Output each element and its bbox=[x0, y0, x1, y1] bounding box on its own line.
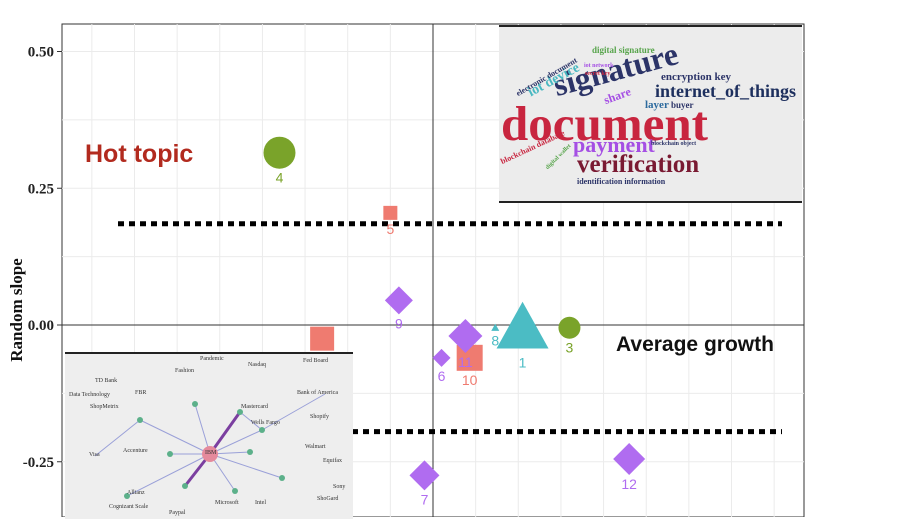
point-label: 4 bbox=[276, 170, 284, 186]
network-label: Wells Fargo bbox=[251, 420, 280, 426]
network-label: Sony bbox=[333, 484, 346, 490]
point-label: 11 bbox=[458, 354, 473, 370]
wordcloud-inset: document signature verification payment … bbox=[499, 25, 802, 203]
average-growth-annotation: Average growth bbox=[616, 333, 774, 356]
point-label: 9 bbox=[395, 315, 403, 331]
network-label: Cognizant Scale bbox=[109, 504, 149, 510]
data-point bbox=[558, 316, 581, 339]
data-point bbox=[384, 286, 413, 315]
data-point bbox=[456, 344, 483, 371]
threshold-lines bbox=[118, 221, 782, 435]
network-label: Bank of America bbox=[297, 390, 338, 396]
y-tick-label: 0.25 bbox=[28, 181, 54, 197]
data-point bbox=[432, 348, 451, 367]
network-label: ShoGard bbox=[317, 496, 339, 502]
wordcloud-word: verification bbox=[577, 151, 700, 178]
data-point bbox=[496, 301, 549, 349]
wordcloud-word: internet_of_things bbox=[655, 81, 796, 101]
network-label: Mastercard bbox=[241, 404, 268, 410]
data-point bbox=[448, 318, 483, 353]
data-point bbox=[613, 443, 646, 476]
wordcloud-word: identification information bbox=[577, 177, 666, 186]
network-label: Paypal bbox=[169, 510, 186, 516]
network-label: Walmart bbox=[305, 444, 326, 450]
network-label: Fashion bbox=[175, 368, 195, 374]
network-label: ShopMetrix bbox=[90, 404, 119, 410]
network-inset: Pandemic Nasdaq Fed Board TD Bank Data T… bbox=[65, 352, 353, 519]
point-label: 7 bbox=[421, 491, 429, 507]
data-point bbox=[383, 205, 398, 220]
network-edges bbox=[94, 393, 326, 497]
hot-topic-annotation: Hot topic bbox=[85, 140, 194, 168]
network-label: Equifax bbox=[323, 458, 342, 464]
data-point bbox=[263, 136, 296, 169]
network-label: TD Bank bbox=[95, 378, 118, 384]
point-label: 10 bbox=[462, 372, 478, 388]
network-hub-node bbox=[202, 446, 218, 462]
point-label: 6 bbox=[438, 368, 446, 384]
network-label: Pandemic bbox=[200, 356, 224, 362]
network-label: Visa bbox=[89, 452, 100, 458]
point-label: 1 bbox=[519, 355, 527, 371]
point-label: 8 bbox=[491, 333, 499, 349]
y-tick-label: -0.25 bbox=[23, 455, 54, 471]
network-label: Allianz bbox=[127, 490, 145, 496]
network-label: Nasdaq bbox=[248, 362, 266, 368]
wordcloud-word: payment bbox=[573, 132, 655, 157]
network-label: Microsoft bbox=[215, 500, 239, 506]
point-label: 5 bbox=[386, 221, 394, 237]
network-label: Accenture bbox=[123, 448, 148, 454]
wordcloud-word: blockchain object bbox=[651, 141, 697, 147]
network-nodes bbox=[124, 401, 285, 499]
network-graph bbox=[94, 393, 326, 499]
y-tick-label: 0.00 bbox=[28, 318, 54, 334]
network-label: Intel bbox=[255, 500, 266, 506]
axes bbox=[62, 24, 804, 517]
network-label: Fed Board bbox=[303, 358, 329, 364]
y-axis-label: Random slope bbox=[7, 258, 26, 362]
data-point bbox=[491, 323, 500, 331]
network-label: IBM bbox=[205, 450, 217, 456]
network-label: FBR bbox=[135, 390, 147, 396]
wordcloud-word: iot network bbox=[584, 63, 614, 69]
wordcloud-word: encryption key bbox=[661, 71, 731, 83]
network-label: Shopify bbox=[310, 414, 330, 420]
y-tick-label: 0.50 bbox=[28, 45, 54, 61]
point-label: 3 bbox=[566, 340, 574, 356]
wordcloud-word: secret key bbox=[585, 71, 611, 77]
data-point bbox=[310, 326, 335, 351]
y-ticks: 0.50 0.25 0.00 -0.25 bbox=[23, 45, 62, 471]
network-label: Data Technology bbox=[69, 392, 110, 398]
wordcloud-word: document bbox=[501, 96, 708, 151]
point-label: 12 bbox=[621, 476, 637, 492]
wordcloud-word: digital signature bbox=[592, 45, 655, 55]
data-point bbox=[409, 460, 440, 491]
data-points: 1 3 4 5 6 7 8 9 10 11 12 bbox=[263, 136, 646, 507]
wordcloud-word: layer bbox=[645, 99, 669, 111]
wordcloud-word: buyer bbox=[671, 100, 694, 110]
